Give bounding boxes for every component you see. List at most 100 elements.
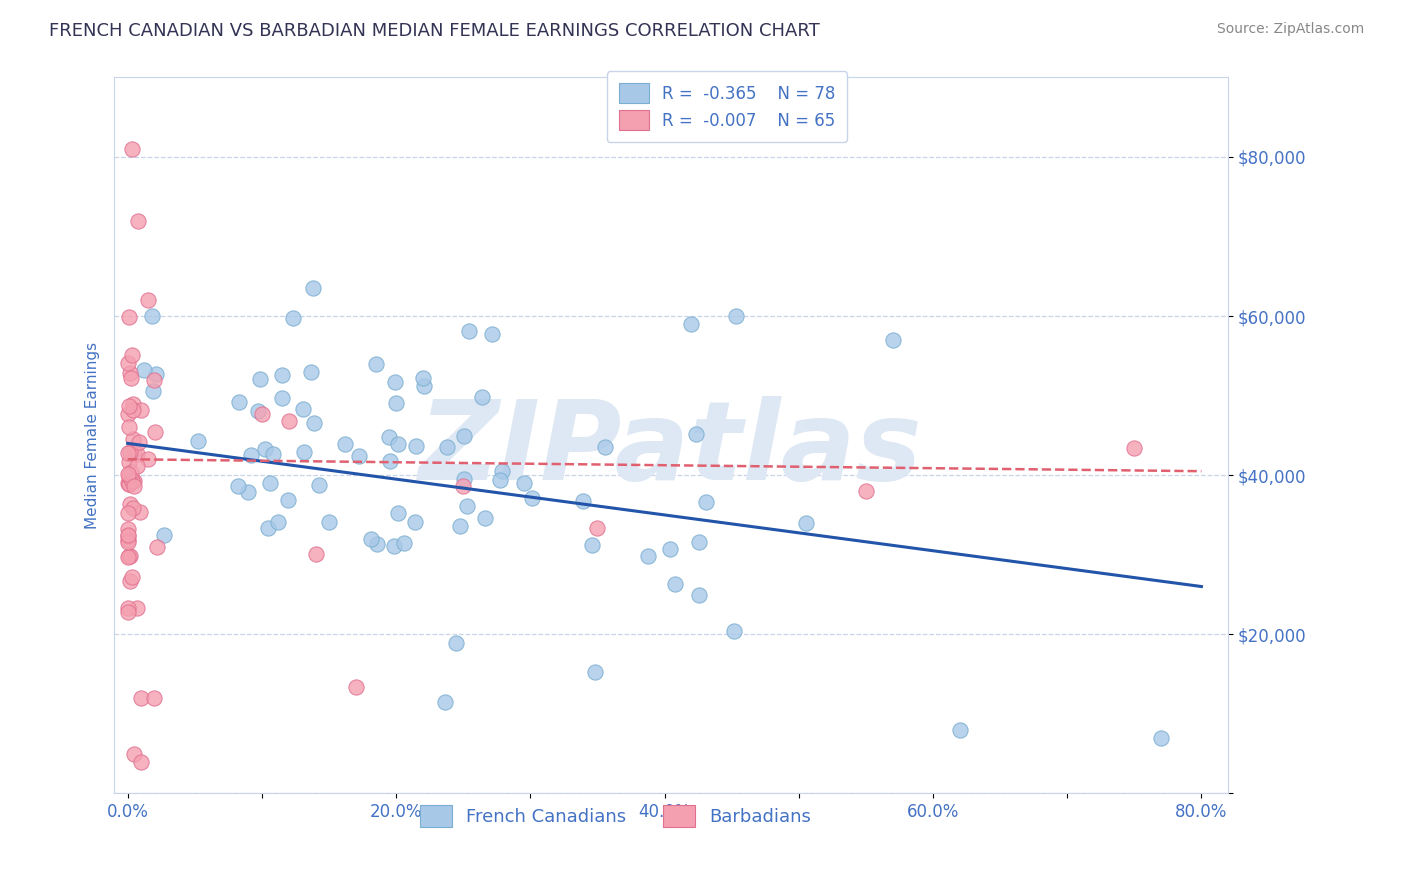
- Barbadians: [122, 478, 145, 492]
- French Canadians: [882, 333, 904, 347]
- Barbadians: [117, 528, 139, 542]
- Barbadians: [146, 540, 169, 554]
- French Canadians: [436, 440, 458, 454]
- Barbadians: [121, 142, 143, 156]
- Barbadians: [117, 605, 139, 619]
- French Canadians: [392, 536, 415, 550]
- Barbadians: [122, 501, 145, 516]
- Barbadians: [143, 690, 166, 705]
- Barbadians: [122, 402, 145, 417]
- French Canadians: [685, 426, 707, 441]
- Barbadians: [118, 445, 141, 459]
- French Canadians: [384, 375, 406, 389]
- French Canadians: [949, 723, 972, 737]
- French Canadians: [513, 476, 536, 491]
- French Canadians: [228, 395, 250, 409]
- French Canadians: [299, 365, 322, 379]
- Barbadians: [120, 371, 142, 385]
- French Canadians: [725, 310, 748, 324]
- French Canadians: [387, 506, 409, 520]
- French Canadians: [489, 473, 512, 487]
- French Canadians: [453, 472, 475, 486]
- French Canadians: [240, 448, 263, 462]
- Barbadians: [127, 213, 149, 227]
- French Canadians: [302, 417, 325, 431]
- Barbadians: [118, 476, 141, 491]
- Barbadians: [117, 408, 139, 422]
- French Canadians: [292, 445, 315, 459]
- Barbadians: [121, 569, 143, 583]
- French Canadians: [664, 577, 686, 591]
- Barbadians: [277, 415, 299, 429]
- Barbadians: [143, 425, 166, 439]
- French Canadians: [267, 515, 290, 529]
- French Canadians: [259, 476, 281, 491]
- Barbadians: [118, 310, 141, 325]
- French Canadians: [302, 281, 325, 295]
- French Canadians: [471, 390, 494, 404]
- French Canadians: [583, 665, 606, 680]
- Barbadians: [117, 476, 139, 491]
- French Canadians: [236, 485, 259, 500]
- French Canadians: [1150, 731, 1173, 745]
- French Canadians: [449, 519, 471, 533]
- French Canadians: [364, 358, 387, 372]
- French Canadians: [228, 479, 250, 493]
- Barbadians: [118, 549, 141, 563]
- French Canadians: [152, 528, 174, 542]
- Barbadians: [143, 373, 166, 387]
- Text: FRENCH CANADIAN VS BARBADIAN MEDIAN FEMALE EARNINGS CORRELATION CHART: FRENCH CANADIAN VS BARBADIAN MEDIAN FEMA…: [49, 22, 820, 40]
- Barbadians: [250, 407, 273, 421]
- French Canadians: [688, 588, 710, 602]
- French Canadians: [658, 542, 681, 557]
- Barbadians: [855, 484, 877, 499]
- French Canadians: [292, 402, 315, 417]
- French Canadians: [347, 449, 370, 463]
- Barbadians: [586, 521, 609, 535]
- Barbadians: [117, 356, 139, 370]
- Barbadians: [117, 446, 139, 460]
- Barbadians: [304, 547, 326, 561]
- French Canadians: [581, 538, 603, 552]
- Barbadians: [451, 479, 474, 493]
- French Canadians: [187, 434, 209, 448]
- French Canadians: [412, 378, 434, 392]
- French Canadians: [281, 311, 304, 326]
- French Canadians: [491, 465, 513, 479]
- French Canadians: [593, 440, 616, 454]
- French Canadians: [571, 494, 593, 508]
- French Canadians: [520, 491, 543, 505]
- Barbadians: [117, 549, 139, 564]
- French Canadians: [377, 430, 399, 444]
- French Canadians: [695, 494, 717, 508]
- Barbadians: [127, 601, 149, 615]
- Barbadians: [117, 522, 139, 536]
- Barbadians: [117, 533, 139, 548]
- French Canadians: [380, 454, 402, 468]
- French Canadians: [723, 624, 745, 638]
- French Canadians: [453, 429, 475, 443]
- Barbadians: [1123, 442, 1146, 456]
- French Canadians: [474, 511, 496, 525]
- Barbadians: [344, 681, 367, 695]
- Barbadians: [129, 505, 152, 519]
- Barbadians: [125, 447, 148, 461]
- French Canadians: [247, 404, 270, 418]
- French Canadians: [637, 549, 659, 563]
- French Canadians: [404, 516, 426, 530]
- Barbadians: [129, 755, 152, 769]
- French Canadians: [308, 478, 330, 492]
- French Canadians: [387, 437, 409, 451]
- French Canadians: [257, 521, 280, 535]
- French Canadians: [132, 362, 155, 376]
- French Canadians: [249, 372, 271, 386]
- French Canadians: [382, 539, 405, 553]
- Barbadians: [117, 467, 139, 481]
- French Canadians: [481, 326, 503, 341]
- Barbadians: [129, 402, 152, 417]
- Barbadians: [121, 397, 143, 411]
- Barbadians: [128, 435, 150, 450]
- French Canadians: [385, 395, 408, 409]
- French Canadians: [433, 695, 456, 709]
- French Canadians: [688, 535, 710, 549]
